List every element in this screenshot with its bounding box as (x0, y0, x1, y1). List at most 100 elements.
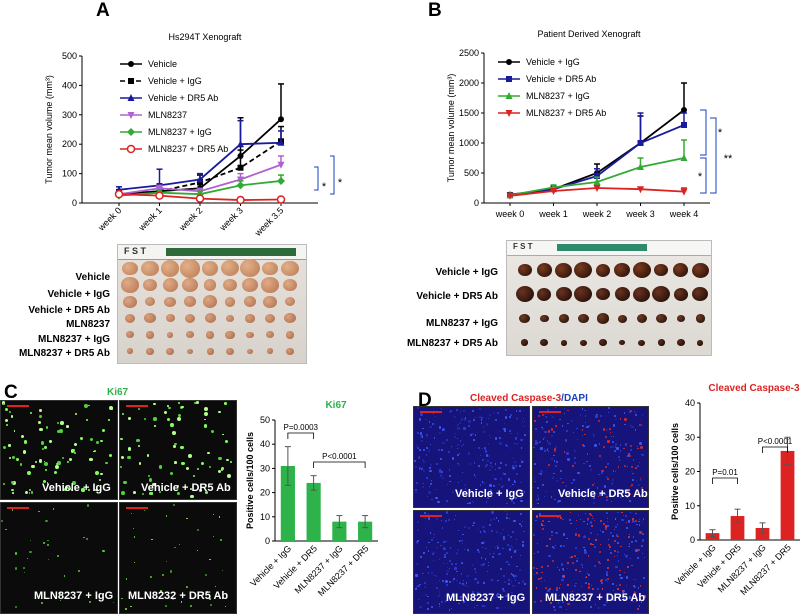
tumor-specimen (519, 313, 531, 324)
stained-cell (28, 492, 31, 494)
stained-cell (95, 440, 100, 445)
stained-cell (635, 600, 638, 603)
tumor-specimen (186, 348, 194, 355)
stained-cell (616, 447, 619, 450)
tumor-specimen (222, 278, 238, 292)
tumor-photo-a: F S T (117, 244, 307, 364)
stained-cell (471, 432, 474, 435)
stained-cell (504, 595, 507, 597)
stained-cell (607, 517, 609, 519)
stained-cell (641, 545, 644, 548)
stained-cell (432, 553, 435, 556)
data-point (155, 191, 164, 200)
stained-cell (637, 465, 640, 468)
stained-cell (604, 465, 607, 468)
stained-cell (555, 461, 558, 464)
stained-cell (490, 518, 492, 521)
stained-cell (609, 431, 611, 433)
stained-cell (429, 470, 432, 473)
stained-cell (632, 459, 635, 461)
stained-cell (584, 487, 587, 490)
stained-cell (433, 437, 436, 439)
stained-cell (619, 450, 622, 452)
stained-cell (630, 557, 632, 559)
tumor-specimen (247, 348, 253, 355)
stained-cell (178, 543, 181, 546)
stained-cell (428, 485, 430, 487)
stained-cell (628, 454, 632, 457)
stained-cell (492, 412, 495, 414)
stained-cell (437, 448, 440, 451)
stained-cell (540, 447, 543, 450)
stained-cell (614, 450, 617, 453)
stained-cell (508, 548, 512, 551)
stained-cell (510, 432, 512, 435)
stained-cell (477, 548, 480, 551)
stained-cell (575, 559, 579, 563)
stained-cell (519, 554, 521, 556)
stained-cell (640, 418, 642, 420)
stained-cell (186, 517, 188, 520)
stained-cell (445, 519, 448, 522)
tumor-specimen (655, 313, 667, 324)
stained-cell (612, 534, 614, 537)
stained-cell (504, 408, 507, 411)
stained-cell (497, 579, 499, 582)
stained-cell (566, 537, 568, 540)
stained-cell (496, 544, 499, 547)
stained-cell (617, 456, 620, 458)
stained-cell (640, 584, 642, 586)
stained-cell (543, 447, 546, 450)
stained-cell (572, 465, 574, 467)
stained-cell (2, 445, 7, 449)
stained-cell (448, 468, 451, 471)
stained-cell (78, 569, 81, 572)
stained-cell (625, 443, 628, 446)
stained-cell (588, 574, 591, 576)
tumor-specimen (697, 339, 704, 346)
stained-cell (601, 579, 603, 581)
stained-cell (641, 423, 644, 427)
stained-cell (548, 555, 551, 558)
stained-cell (435, 496, 438, 500)
stained-cell (436, 581, 438, 584)
stained-cell (641, 414, 644, 416)
stained-cell (518, 581, 520, 584)
stained-cell (546, 421, 549, 424)
legend-marker (127, 128, 135, 136)
stained-cell (457, 423, 460, 426)
stained-cell (573, 585, 577, 588)
stained-cell (495, 517, 498, 519)
stained-cell (573, 488, 576, 490)
stained-cell (612, 424, 615, 427)
tumor-specimen (676, 314, 685, 323)
stained-cell (150, 576, 153, 579)
stained-cell (562, 481, 564, 484)
stained-cell (3, 482, 5, 485)
stained-cell (498, 552, 501, 556)
stained-cell (219, 538, 222, 541)
stained-cell (456, 408, 458, 411)
stained-cell (598, 473, 600, 476)
stained-cell (491, 556, 494, 559)
stained-cell (536, 442, 539, 444)
stained-cell (607, 440, 610, 443)
caspase-title-sep: / (561, 393, 564, 404)
stained-cell (506, 502, 508, 504)
stained-cell (224, 439, 229, 444)
stained-cell (428, 421, 431, 423)
y-tick-label: 30 (260, 463, 270, 473)
stained-cell (209, 465, 212, 468)
y-tick-label: 400 (62, 80, 77, 90)
y-tick-label: 10 (260, 512, 270, 522)
stained-cell (502, 589, 505, 593)
stained-cell (639, 586, 641, 588)
data-point (506, 192, 514, 200)
stained-cell (556, 588, 559, 591)
stained-cell (507, 491, 509, 493)
stained-cell (559, 516, 562, 519)
stained-cell (436, 586, 439, 589)
tumor-specimen (540, 314, 549, 323)
y-tick-label: 20 (685, 467, 695, 477)
data-point (277, 161, 285, 169)
